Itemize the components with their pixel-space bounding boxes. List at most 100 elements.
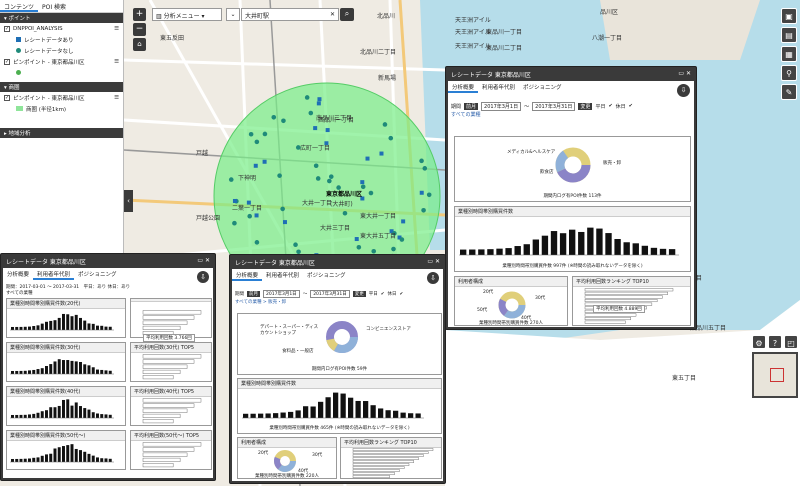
date-to-input[interactable]: 2017年3月31日	[310, 290, 350, 298]
bar	[32, 413, 36, 418]
zoom-in-button[interactable]: +	[133, 8, 146, 21]
close-icon[interactable]: ✕	[685, 70, 691, 77]
category-breadcrumb[interactable]: すべての業種 > 販売・卸	[235, 300, 287, 305]
tab-summary[interactable]: 分析概要	[448, 81, 479, 93]
menu-icon[interactable]: ☰	[114, 25, 119, 32]
donut-label: 食料品・一般店	[282, 349, 314, 354]
download-icon[interactable]: ⇩	[427, 272, 439, 284]
bar	[40, 368, 44, 374]
panel-header[interactable]: レシートデータ 東京都品川区 ▭ ✕	[446, 67, 696, 81]
poi-marker	[262, 159, 267, 164]
place-search-value: 大井町駅	[245, 13, 270, 20]
apply-button[interactable]: 変更	[578, 102, 593, 110]
poi-marker	[282, 220, 287, 225]
maximize-icon[interactable]: ▭	[197, 257, 204, 264]
tab-age[interactable]: 利用者年代別	[33, 268, 75, 280]
bar	[19, 326, 23, 330]
rank-bar	[142, 452, 188, 457]
layer-row-dnppoi[interactable]: ✓ DNPPOI_ANALYSIS ☰	[0, 23, 123, 34]
layer-checkbox[interactable]: ✓	[4, 58, 10, 65]
weekday-checkbox[interactable]: ✔	[608, 103, 613, 109]
layer-row-buffer[interactable]: ✓ ピンポイント - 東京都品川区 ☰	[0, 92, 123, 103]
bar	[91, 367, 95, 374]
panel-header[interactable]: レシートデータ 東京都品川区 ▭ ✕	[1, 254, 215, 268]
tab-summary[interactable]: 分析概要	[232, 269, 263, 281]
box-title: 業種別時間帯別購買件数(50代〜)	[7, 431, 125, 441]
tab-age[interactable]: 利用者年代別	[482, 85, 516, 91]
menu-icon[interactable]: ☰	[114, 94, 119, 101]
home-button[interactable]: ⌂	[133, 38, 146, 51]
settings-icon[interactable]: ⚙	[752, 335, 766, 349]
analysis-menu-dropdown[interactable]: ▥ 分析メニュー ▾	[152, 8, 222, 21]
help-icon[interactable]: ?	[768, 335, 782, 349]
bar	[28, 458, 31, 462]
panel-header[interactable]: レシートデータ 東京都品川区 ▭ ✕	[230, 255, 445, 269]
donut-label: 販売・卸	[603, 161, 621, 166]
holiday-checkbox[interactable]: ✔	[399, 291, 404, 297]
bar	[408, 413, 414, 418]
zoom-out-button[interactable]: −	[133, 23, 146, 36]
close-icon[interactable]: ✕	[434, 258, 440, 265]
map-place-label: 天王洲アイル	[455, 17, 491, 24]
tab-positioning[interactable]: ポジショニング	[523, 85, 562, 91]
rank-bar	[142, 463, 174, 468]
apply-button[interactable]: 変更	[352, 291, 366, 297]
tab-positioning[interactable]: ポジショニング	[78, 272, 117, 278]
bar	[378, 408, 384, 418]
place-search-input[interactable]: 大井町駅 ✕	[241, 8, 339, 21]
tab-summary[interactable]: 分析概要	[7, 272, 30, 278]
weekday-checkbox[interactable]: ✔	[380, 291, 385, 297]
poi-marker	[280, 206, 285, 212]
rank-bar	[352, 451, 429, 454]
tab-poi-search[interactable]: POI 検索	[42, 4, 67, 11]
rank-bar	[142, 310, 202, 315]
date-to-input[interactable]: 2017年3月31日	[532, 101, 576, 111]
prev-month-button[interactable]: 前月	[464, 102, 479, 110]
tab-age[interactable]: 利用者年代別	[266, 273, 300, 279]
bar	[559, 233, 567, 255]
save-icon[interactable]: ▣	[781, 8, 797, 24]
holiday-checkbox[interactable]: ✔	[628, 103, 633, 109]
layer-checkbox[interactable]: ✓	[4, 25, 10, 32]
download-icon[interactable]: ⇩	[197, 271, 209, 283]
layer-checkbox[interactable]: ✓	[4, 94, 10, 101]
location-pin-icon[interactable]: ⚲	[781, 65, 797, 81]
date-from-input[interactable]: 2017年3月1日	[481, 101, 522, 111]
tab-contents[interactable]: コンテンツ	[0, 0, 39, 12]
section-analysis[interactable]: ▸ 地域分析	[0, 128, 123, 138]
layers-icon[interactable]: ◰	[784, 335, 798, 349]
period-summary: 期間：2017-03-01 〜 2017-03-31 平日：あり 休日：あり	[6, 285, 131, 290]
bar	[11, 414, 14, 418]
close-icon[interactable]: ✕	[204, 257, 210, 264]
category-breadcrumb[interactable]: すべての業種	[451, 112, 481, 118]
overview-map[interactable]	[752, 352, 798, 398]
image-icon[interactable]: ▤	[781, 27, 797, 43]
clear-icon[interactable]: ✕	[329, 11, 335, 18]
bar	[288, 411, 294, 418]
poi-marker	[254, 139, 260, 145]
download-icon[interactable]: ⇩	[677, 84, 690, 97]
rank-bar	[584, 313, 637, 317]
rank-bar	[142, 408, 188, 413]
menu-icon[interactable]: ☰	[114, 58, 119, 65]
section-point[interactable]: ▾ ポイント	[0, 13, 123, 23]
edit-icon[interactable]: ✎	[781, 84, 797, 100]
search-button[interactable]: ⌕	[340, 8, 354, 21]
tab-positioning[interactable]: ポジショニング	[307, 273, 346, 279]
maximize-icon[interactable]: ▭	[678, 70, 685, 77]
date-from-input[interactable]: 2017年3月1日	[263, 290, 300, 298]
maximize-icon[interactable]: ▭	[427, 258, 434, 265]
age-hourly-bar-box: 業種別時間帯別購買件数(30代)	[6, 342, 126, 382]
briefcase-icon[interactable]: ▦	[781, 46, 797, 62]
category-label: すべての業種	[6, 291, 33, 296]
bar	[587, 227, 594, 255]
donut-label: デパート・スーパー・ディスカウントショップ	[260, 325, 319, 336]
bar	[49, 407, 53, 418]
collapse-panel-button[interactable]: ‹	[124, 190, 133, 212]
section-area[interactable]: ▾ 商圏	[0, 82, 123, 92]
prev-month-button[interactable]: 前月	[247, 291, 260, 297]
bar	[49, 364, 53, 374]
bar	[87, 409, 91, 418]
search-scope-dropdown[interactable]: ⌄	[226, 8, 240, 21]
layer-row-pinpoint[interactable]: ✓ ピンポイント - 東京都品川区 ☰	[0, 56, 123, 67]
